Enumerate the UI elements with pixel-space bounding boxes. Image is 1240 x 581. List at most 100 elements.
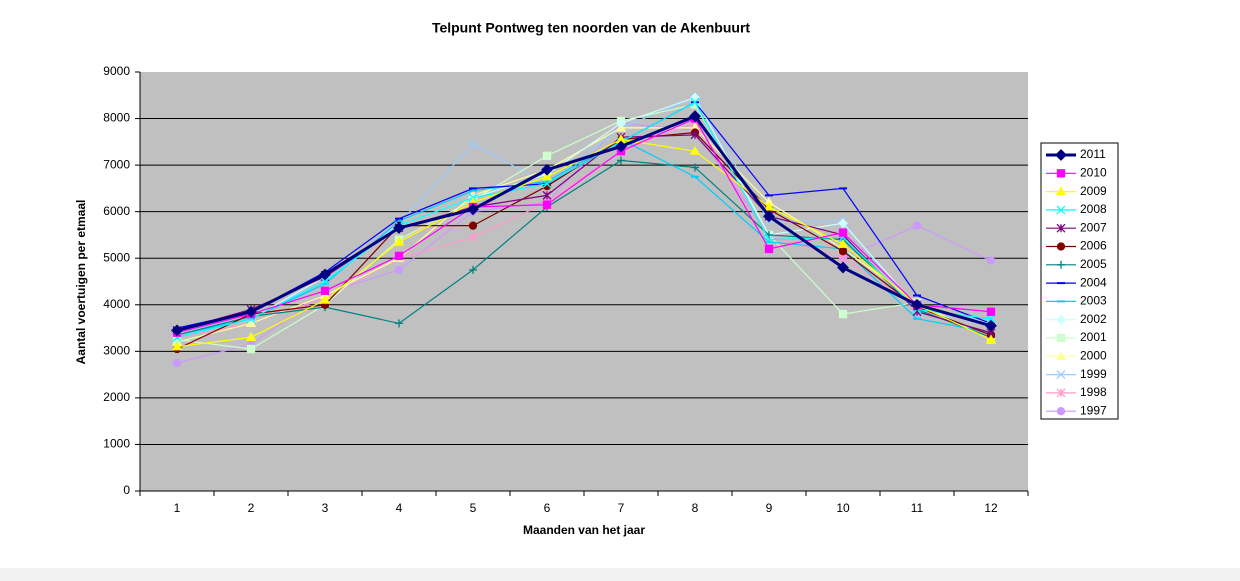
- legend-label: 2008: [1080, 202, 1107, 216]
- chart-title: Telpunt Pontweg ten noorden van de Akenb…: [432, 20, 750, 36]
- marker: [837, 261, 849, 274]
- marker: [468, 139, 478, 149]
- marker: [320, 277, 330, 286]
- marker: [1056, 314, 1066, 325]
- series-line: [176, 159, 992, 338]
- x-tick-label: 11: [911, 501, 924, 515]
- marker: [395, 319, 403, 328]
- marker: [468, 221, 478, 230]
- marker: [763, 210, 775, 223]
- marker: [468, 232, 478, 242]
- series: [171, 110, 997, 337]
- marker: [912, 221, 922, 230]
- marker: [985, 319, 997, 332]
- x-tick-label: 1: [174, 501, 181, 515]
- x-tick-label: 3: [322, 501, 329, 515]
- marker: [542, 179, 552, 189]
- marker: [615, 140, 627, 153]
- marker: [1055, 149, 1067, 161]
- marker: [171, 341, 183, 351]
- marker: [838, 228, 848, 237]
- marker: [541, 171, 553, 181]
- legend-label: 1997: [1080, 403, 1107, 417]
- legend-label: 2009: [1080, 184, 1107, 198]
- y-tick-label: 1000: [103, 437, 130, 451]
- marker: [467, 203, 479, 216]
- legend-label: 2011: [1080, 147, 1106, 161]
- marker: [1056, 242, 1066, 251]
- legend-label: 2000: [1080, 348, 1107, 362]
- marker: [319, 268, 331, 281]
- marker: [320, 286, 330, 295]
- y-tick-label: 6000: [103, 204, 130, 218]
- marker: [985, 334, 997, 344]
- marker: [469, 265, 477, 274]
- series-line: [176, 96, 992, 336]
- y-tick-label: 5000: [103, 250, 130, 264]
- y-tick-label: 3000: [103, 344, 130, 358]
- marker: [1057, 260, 1065, 269]
- marker: [319, 294, 331, 304]
- marker: [690, 130, 700, 140]
- series-line: [176, 114, 992, 332]
- marker: [1056, 333, 1066, 343]
- marker: [838, 309, 848, 319]
- legend-label: 2005: [1080, 257, 1107, 271]
- marker: [690, 97, 700, 107]
- marker: [541, 163, 553, 176]
- legend-label: 2007: [1080, 220, 1107, 234]
- legend-label: 2004: [1080, 275, 1107, 289]
- y-tick-label: 2000: [103, 390, 130, 404]
- marker: [617, 156, 625, 165]
- x-tick-label: 2: [248, 501, 255, 515]
- legend-label: 2003: [1080, 294, 1107, 308]
- marker: [542, 200, 552, 209]
- marker: [1056, 388, 1066, 398]
- marker: [763, 201, 775, 211]
- marker: [1056, 205, 1066, 215]
- marker: [764, 235, 774, 245]
- x-tick-label: 12: [984, 501, 998, 515]
- y-tick-label: 8000: [103, 111, 130, 125]
- marker: [986, 307, 996, 316]
- y-tick-label: 4000: [103, 297, 130, 311]
- x-tick-label: 5: [470, 501, 477, 515]
- series-line: [176, 122, 992, 338]
- marker: [171, 324, 183, 337]
- marker: [1056, 370, 1066, 380]
- marker: [394, 265, 404, 275]
- marker: [542, 190, 552, 200]
- marker: [246, 344, 256, 354]
- marker: [986, 314, 996, 324]
- marker: [245, 305, 257, 318]
- x-tick-label: 7: [618, 501, 625, 515]
- marker: [172, 358, 182, 368]
- marker: [394, 251, 404, 261]
- marker: [764, 244, 774, 254]
- marker: [1056, 407, 1066, 416]
- x-axis-title: Maanden van het jaar: [523, 523, 645, 537]
- marker: [691, 163, 699, 172]
- marker: [245, 332, 257, 342]
- marker: [1055, 186, 1067, 196]
- marker: [689, 145, 701, 155]
- marker: [838, 253, 848, 263]
- y-axis-title: Aantal voertuigen per etmaal: [74, 200, 88, 365]
- y-tick-label: 7000: [103, 157, 130, 171]
- y-tick-label: 9000: [103, 64, 130, 78]
- marker: [838, 247, 848, 256]
- x-tick-label: 6: [544, 501, 551, 515]
- marker: [838, 218, 848, 229]
- x-tick-label: 4: [396, 501, 403, 515]
- y-tick-label: 0: [123, 483, 130, 497]
- legend-label: 1999: [1080, 367, 1107, 381]
- marker: [911, 298, 923, 311]
- legend-label: 1998: [1080, 385, 1107, 399]
- marker: [1056, 169, 1066, 178]
- marker: [393, 236, 405, 246]
- marker: [986, 256, 996, 265]
- x-tick-label: 8: [692, 501, 699, 515]
- marker: [1055, 350, 1067, 360]
